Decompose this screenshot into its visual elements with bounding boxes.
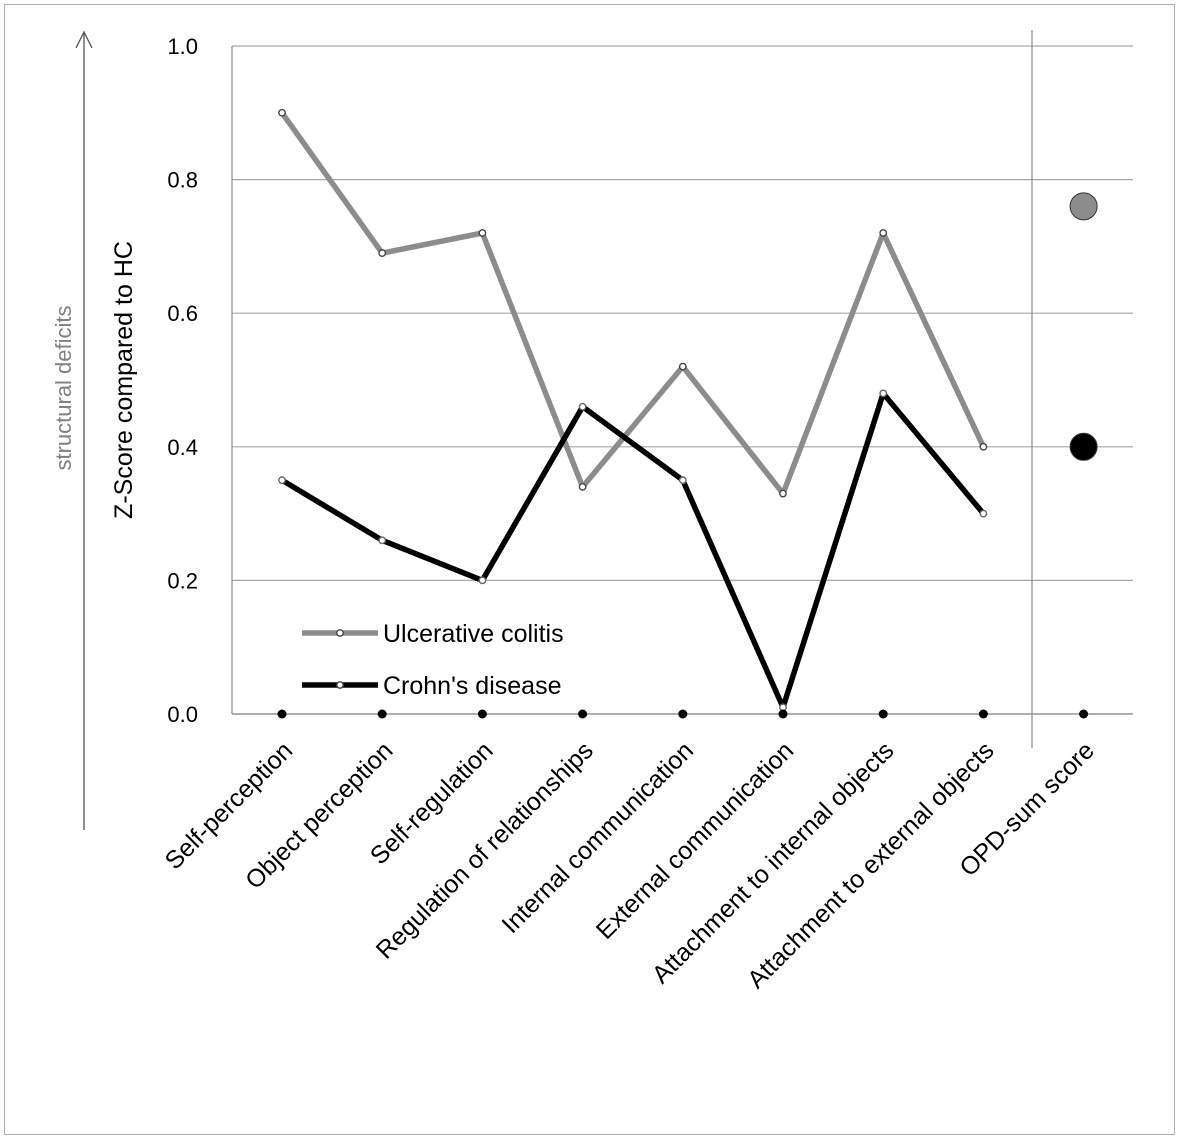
legend: Ulcerative colitis Crohn's disease xyxy=(302,620,564,700)
data-point-ulcerative-colitis xyxy=(879,229,888,237)
y-tick-labels: 0.0 0.2 0.4 0.6 0.8 1.0 xyxy=(167,34,198,727)
baseline-dot xyxy=(978,709,988,719)
data-point-crohns-disease xyxy=(678,476,687,485)
data-point-crohns-disease xyxy=(278,476,286,485)
data-point-crohns-disease xyxy=(979,509,988,518)
baseline-dot xyxy=(778,709,788,719)
y-axis-label: Z-Score compared to HC xyxy=(110,241,138,519)
data-point-ulcerative-colitis xyxy=(779,489,787,498)
data-point-ulcerative-colitis xyxy=(578,482,587,491)
baseline-dot xyxy=(878,709,888,719)
data-point-crohns-disease xyxy=(578,402,587,411)
structural-deficits-label: structural deficits xyxy=(51,305,76,470)
data-point-ulcerative-colitis xyxy=(979,442,988,451)
data-point-ulcerative-colitis xyxy=(478,229,487,237)
series-lines xyxy=(279,111,986,711)
legend-marker xyxy=(336,629,344,637)
y-tick-label: 0.8 xyxy=(167,168,198,193)
legend-label: Ulcerative colitis xyxy=(383,620,564,648)
data-point-crohns-disease xyxy=(478,576,487,585)
structural-deficits-arrow-head xyxy=(75,30,93,49)
legend-label: Crohn's disease xyxy=(383,672,561,700)
baseline-dot xyxy=(477,709,487,719)
baseline-dot xyxy=(277,709,287,719)
y-tick-label: 1.0 xyxy=(167,34,198,59)
y-tick-label: 0.2 xyxy=(167,568,198,593)
baseline-dot xyxy=(377,709,387,719)
sum-score-points xyxy=(1069,192,1098,461)
series-markers xyxy=(277,108,1089,719)
y-tick-label: 0.6 xyxy=(167,301,198,326)
x-category-label: Internal communication xyxy=(496,736,699,939)
sum-score-point-ulcerative-colitis xyxy=(1069,192,1098,221)
y-tick-label: 0.0 xyxy=(167,702,198,727)
baseline-dot xyxy=(678,709,688,719)
y-tick-label: 0.4 xyxy=(167,435,198,460)
sum-score-point-crohns-disease xyxy=(1069,432,1098,461)
series-line-crohns-disease xyxy=(280,390,986,711)
data-point-ulcerative-colitis xyxy=(378,249,387,257)
data-point-crohns-disease xyxy=(378,536,387,545)
chart-frame xyxy=(4,4,1175,1135)
legend-marker xyxy=(336,681,344,689)
data-point-ulcerative-colitis xyxy=(278,108,286,117)
series-line-ulcerative-colitis xyxy=(279,111,986,497)
baseline-dot xyxy=(578,709,588,719)
baseline-dot xyxy=(1079,709,1089,719)
x-category-label: External communication xyxy=(591,736,799,944)
data-point-ulcerative-colitis xyxy=(678,362,687,371)
axes xyxy=(231,30,1133,748)
gridlines xyxy=(232,45,1133,715)
data-point-crohns-disease xyxy=(879,389,888,398)
